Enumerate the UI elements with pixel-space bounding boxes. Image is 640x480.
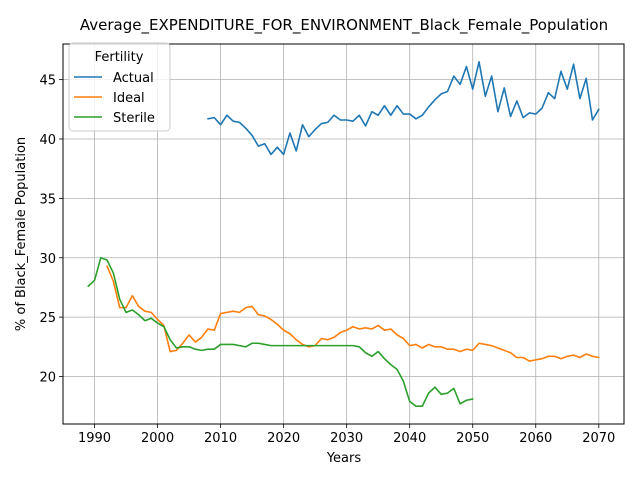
series-layer	[87, 61, 600, 407]
x-axis-title: Years	[326, 451, 362, 466]
legend-label-ideal: Ideal	[113, 91, 145, 106]
x-tick-label: 2050	[456, 431, 489, 446]
legend-label-actual: Actual	[113, 71, 154, 86]
y-tick-label: 45	[39, 74, 56, 89]
y-tick-label: 40	[39, 133, 56, 148]
legend: Fertility Actual Ideal Sterile	[68, 42, 171, 132]
y-tick-label: 35	[39, 192, 56, 207]
series-line-sterile	[87, 256, 474, 407]
x-tick-label: 2000	[141, 431, 174, 446]
legend-entries: Actual Ideal Sterile	[74, 71, 155, 126]
y-tick-label: 25	[39, 311, 56, 326]
grid-lines	[63, 44, 624, 424]
chart-title: Average_EXPENDITURE_FOR_ENVIRONMENT_Blac…	[80, 16, 608, 35]
legend-label-sterile: Sterile	[113, 111, 155, 126]
y-axis-title: % of Black_Female Population	[14, 137, 29, 331]
x-axis: 1990 2000 2010 2020 2030 2040 2050 2060 2070	[78, 424, 615, 446]
y-tick-label: 20	[39, 371, 56, 386]
y-axis: 20 25 30 35 40 45	[39, 74, 63, 386]
x-tick-label: 2070	[582, 431, 615, 446]
x-tick-label: 1990	[78, 431, 111, 446]
y-tick-label: 30	[39, 252, 56, 267]
x-tick-label: 2060	[519, 431, 552, 446]
x-tick-label: 2010	[204, 431, 237, 446]
legend-box	[68, 42, 171, 132]
x-tick-label: 2030	[330, 431, 363, 446]
plot-frame	[62, 43, 625, 425]
x-tick-label: 2020	[267, 431, 300, 446]
series-line-ideal	[106, 265, 600, 362]
legend-title: Fertility	[95, 50, 144, 65]
series-line-actual	[207, 61, 600, 156]
x-tick-label: 2040	[393, 431, 426, 446]
